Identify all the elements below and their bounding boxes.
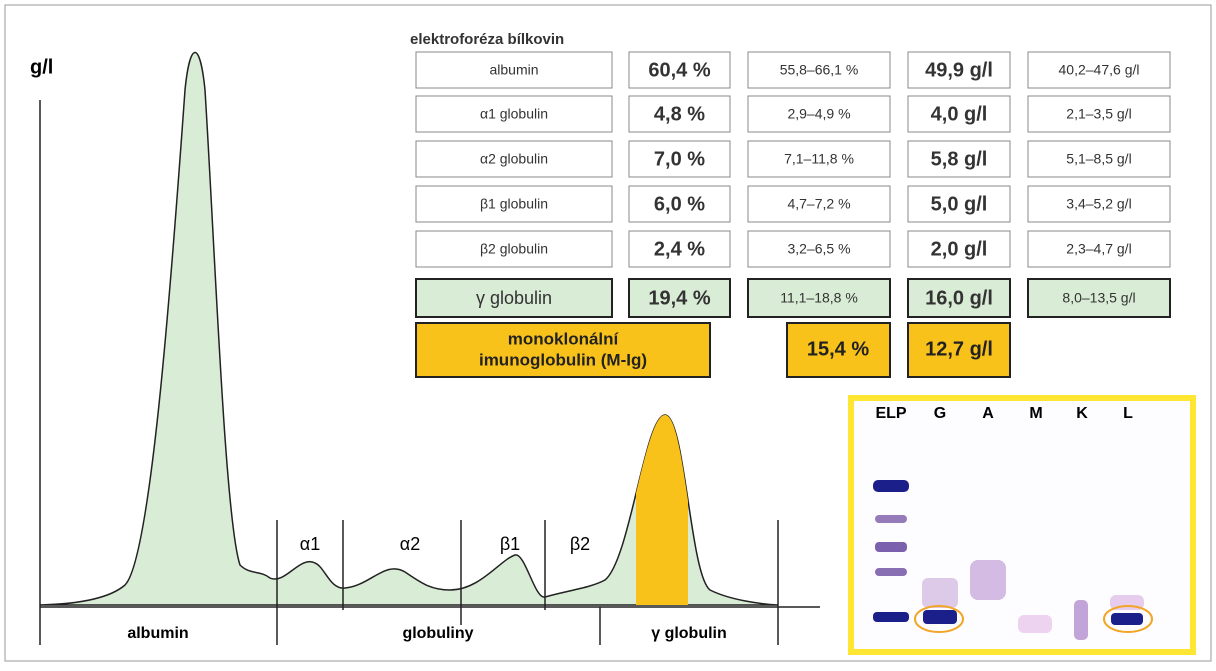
cell-text: 5,0 g/l	[931, 193, 988, 215]
cell-text: γ globulin	[476, 288, 552, 308]
mono-gl: 12,7 g/l	[925, 338, 993, 360]
lane-label: ELP	[875, 405, 906, 422]
cell-text: 2,4 %	[654, 238, 705, 260]
cell-text: α2 globulin	[480, 151, 548, 167]
region-label: γ globulin	[651, 625, 727, 642]
cell-text: 3,2–6,5 %	[787, 241, 850, 257]
lane-label: G	[934, 405, 946, 422]
mono-percent: 15,4 %	[807, 338, 869, 360]
mono-label: monoklonální	[508, 329, 620, 348]
fraction-label: β2	[570, 534, 590, 554]
lane-label: A	[982, 405, 994, 422]
cell-text: 4,7–7,2 %	[787, 196, 850, 212]
lane-label: L	[1123, 405, 1133, 422]
cell-text: 49,9 g/l	[925, 59, 993, 81]
cell-text: 55,8–66,1 %	[780, 62, 859, 78]
cell-text: 16,0 g/l	[925, 287, 993, 309]
cell-text: 2,9–4,9 %	[787, 106, 850, 122]
fraction-label: β1	[500, 534, 520, 554]
cell-text: β2 globulin	[480, 241, 548, 257]
cell-text: 2,1–3,5 g/l	[1066, 106, 1131, 122]
cell-text: 2,0 g/l	[931, 238, 988, 260]
cell-text: 8,0–13,5 g/l	[1062, 290, 1135, 306]
cell-text: 60,4 %	[648, 59, 710, 81]
region-label: albumin	[127, 625, 188, 642]
m-ig-area	[636, 400, 688, 610]
lane-label: K	[1076, 405, 1088, 422]
cell-text: 2,3–4,7 g/l	[1066, 241, 1131, 257]
cell-text: 5,8 g/l	[931, 148, 988, 170]
gel	[851, 398, 1193, 652]
cell-text: 4,8 %	[654, 103, 705, 125]
region-label: globuliny	[402, 625, 473, 642]
cell-text: α1 globulin	[480, 106, 548, 122]
cell-text: 19,4 %	[648, 287, 710, 309]
title: elektroforéza bílkovin	[410, 31, 564, 48]
lane-label: M	[1029, 405, 1042, 422]
fraction-label: α1	[300, 534, 320, 554]
page: g/l elektroforéza bílkovin albumin 60,4 %…	[0, 0, 1216, 671]
cell-text: 4,0 g/l	[931, 103, 988, 125]
axis-label: g/l	[30, 56, 53, 78]
fraction-label: α2	[400, 534, 420, 554]
cell-text: 11,1–18,8 %	[780, 290, 858, 306]
cell-text: 7,1–11,8 %	[784, 151, 854, 167]
cell-text: 6,0 %	[654, 193, 705, 215]
cell-text: 40,2–47,6 g/l	[1059, 62, 1140, 78]
figure: g/l elektroforéza bílkovin albumin 60,4 %…	[0, 0, 1216, 666]
cell-text: albumin	[489, 62, 538, 78]
cell-text: 3,4–5,2 g/l	[1066, 196, 1131, 212]
cell-text: 7,0 %	[654, 148, 705, 170]
cell-text: 5,1–8,5 g/l	[1066, 151, 1131, 167]
cell-text: β1 globulin	[480, 196, 548, 212]
mono-label: imunoglobulin (M-Ig)	[479, 350, 647, 369]
